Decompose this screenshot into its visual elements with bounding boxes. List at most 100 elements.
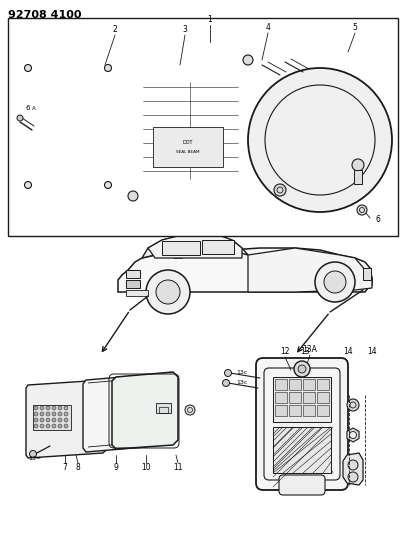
Text: 2: 2 [113,26,117,35]
Circle shape [46,412,50,416]
Text: 13: 13 [300,348,310,357]
Bar [317,379,329,390]
Bar [303,405,315,416]
Circle shape [223,379,230,386]
Bar [275,405,287,416]
Circle shape [348,460,358,470]
Circle shape [34,424,38,428]
Polygon shape [240,52,360,92]
Circle shape [24,182,31,189]
Bar [202,240,234,254]
Circle shape [64,412,68,416]
Bar [162,241,200,255]
Circle shape [58,418,62,422]
Bar [273,427,331,473]
Bar [126,290,148,296]
Text: SEAL BEAM: SEAL BEAM [176,150,200,154]
Text: 14: 14 [367,348,377,357]
Text: 12: 12 [280,348,290,357]
Polygon shape [248,248,372,292]
Bar [317,405,329,416]
Circle shape [298,365,306,373]
Text: 6: 6 [376,215,381,224]
Circle shape [64,406,68,410]
Circle shape [58,406,62,410]
Text: 92708 4100: 92708 4100 [8,10,81,20]
Text: DOT: DOT [183,140,193,144]
Text: 9: 9 [114,463,118,472]
FancyBboxPatch shape [279,475,325,495]
Text: 13A: 13A [302,345,317,354]
Circle shape [347,399,359,411]
Bar [354,170,362,184]
Circle shape [294,361,310,377]
Bar [289,379,301,390]
Circle shape [64,418,68,422]
Bar [275,379,287,390]
Bar [289,405,301,416]
Circle shape [40,406,44,410]
Bar [8,18,398,236]
Circle shape [17,115,23,121]
Text: 14: 14 [343,348,353,357]
Bar [156,403,171,413]
Bar [363,268,371,280]
Circle shape [185,405,195,415]
Circle shape [105,64,112,71]
Polygon shape [142,234,248,258]
Circle shape [64,424,68,428]
Bar [303,392,315,403]
Circle shape [348,472,358,482]
Text: 3: 3 [183,26,188,35]
Circle shape [128,191,138,201]
Text: 6: 6 [26,105,30,111]
Circle shape [105,182,112,189]
Bar [159,407,168,413]
Circle shape [352,159,364,171]
Circle shape [146,270,190,314]
Circle shape [52,412,56,416]
Circle shape [225,369,232,376]
Circle shape [46,424,50,428]
Polygon shape [242,148,275,174]
Circle shape [24,64,31,71]
Text: 10: 10 [141,463,151,472]
Text: 13c: 13c [236,369,248,375]
Circle shape [34,418,38,422]
Bar [303,379,315,390]
Circle shape [315,262,355,302]
Circle shape [40,418,44,422]
Polygon shape [228,78,252,200]
Circle shape [58,424,62,428]
Circle shape [52,424,56,428]
Bar [275,392,287,403]
Circle shape [29,450,37,457]
Circle shape [243,55,253,65]
Bar [126,270,140,278]
Circle shape [46,418,50,422]
Text: 7: 7 [63,463,68,472]
Circle shape [34,406,38,410]
Polygon shape [112,372,178,449]
Bar [289,392,301,403]
Circle shape [357,205,367,215]
Circle shape [34,412,38,416]
Circle shape [350,432,357,439]
Polygon shape [83,375,150,452]
Circle shape [248,68,392,212]
Text: 13c: 13c [236,379,248,384]
Circle shape [40,424,44,428]
Text: A: A [32,106,36,110]
Bar [126,280,140,288]
Text: 1: 1 [208,15,212,25]
Circle shape [58,412,62,416]
Text: 13=: 13= [28,456,41,461]
Text: 8: 8 [76,463,80,472]
Text: 4: 4 [265,23,270,33]
Polygon shape [148,234,242,258]
Polygon shape [26,380,106,458]
Polygon shape [347,428,359,442]
Bar [33,405,71,430]
Circle shape [274,184,286,196]
FancyBboxPatch shape [256,358,348,490]
